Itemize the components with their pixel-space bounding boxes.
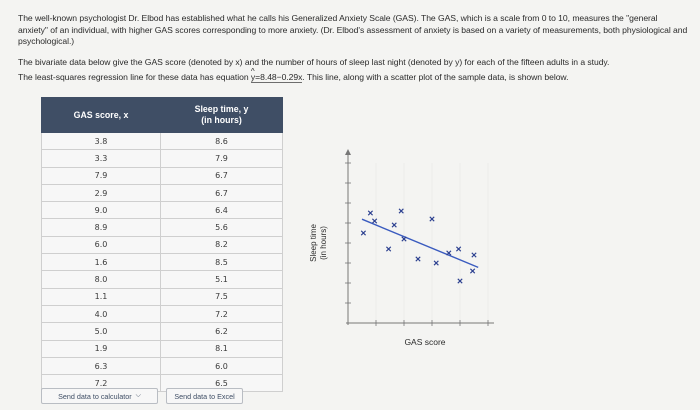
gas-score-cell: 3.8 xyxy=(41,131,161,151)
table-row: 8.9 5.6 xyxy=(41,218,283,237)
data-point xyxy=(470,268,476,274)
sleep-time-cell: 5.1 xyxy=(160,270,283,289)
sleep-time-cell: 6.0 xyxy=(160,356,283,376)
table-row: 8.0 5.1 xyxy=(41,270,283,289)
y-axis-arrow-icon xyxy=(345,149,351,155)
sleep-time-cell: 7.9 xyxy=(160,149,283,168)
gas-score-cell: 6.0 xyxy=(41,235,161,255)
data-point xyxy=(401,236,407,242)
table-row: 3.8 8.6 xyxy=(41,131,283,151)
regression-line xyxy=(361,218,479,268)
data-point xyxy=(372,218,378,224)
table-header-row: GAS score, x Sleep time, y (in hours) xyxy=(41,97,283,133)
table-row: 1.6 8.5 xyxy=(41,253,283,272)
table-row: 7.2 6.5 xyxy=(41,374,283,393)
gas-score-cell: 1.6 xyxy=(41,253,161,272)
gas-score-cell: 3.3 xyxy=(41,149,161,168)
sleep-time-cell: 7.2 xyxy=(160,304,283,324)
sleep-time-cell: 5.6 xyxy=(160,218,283,237)
gas-score-cell: 5.0 xyxy=(41,322,161,341)
data-point xyxy=(457,278,463,284)
send-to-calculator-button[interactable]: Send data to calculator ⌵ xyxy=(41,388,158,404)
gas-score-cell: 8.0 xyxy=(41,270,161,289)
sleep-time-cell: 6.2 xyxy=(160,322,283,341)
send-to-excel-button[interactable]: Send data to Excel xyxy=(166,388,243,404)
data-points xyxy=(360,208,477,284)
data-point xyxy=(446,250,452,256)
sleep-time-cell: 8.2 xyxy=(160,235,283,255)
table-row: 2.9 6.7 xyxy=(41,183,283,203)
table-row: 1.9 8.1 xyxy=(41,339,283,358)
send-to-calculator-label: Send data to calculator xyxy=(58,391,132,401)
data-description: The bivariate data below give the GAS sc… xyxy=(18,57,610,67)
hat-mark: ^ xyxy=(250,67,255,76)
x-axis-label: GAS score xyxy=(404,337,445,347)
data-point xyxy=(367,210,373,216)
table-row: 4.0 7.2 xyxy=(41,304,283,324)
table-row: 3.3 7.9 xyxy=(41,149,283,168)
plot-grid xyxy=(345,162,489,326)
regression-text-start: The least-squares regression line for th… xyxy=(18,72,251,82)
sleep-time-header-line2: (in hours) xyxy=(201,115,242,125)
gas-score-cell: 9.0 xyxy=(41,201,161,220)
sleep-time-cell: 8.5 xyxy=(160,253,283,272)
chevron-down-icon: ⌵ xyxy=(135,392,141,399)
y-hat-symbol: ^ y xyxy=(250,67,256,84)
regression-description: The least-squares regression line for th… xyxy=(18,67,688,84)
sleep-time-cell: 6.7 xyxy=(160,183,283,203)
gas-score-cell: 8.9 xyxy=(41,218,161,237)
y-axis-label-line1: Sleep time xyxy=(309,224,318,262)
table-row: 5.0 6.2 xyxy=(41,322,283,341)
gas-score-cell: 7.2 xyxy=(41,374,161,393)
gas-score-cell: 1.1 xyxy=(41,287,161,306)
gas-score-header: GAS score, x xyxy=(41,97,161,133)
send-to-excel-label: Send data to Excel xyxy=(174,391,235,401)
sleep-time-cell: 7.5 xyxy=(160,287,283,306)
gas-score-cell: 6.3 xyxy=(41,356,161,376)
table-row: 6.0 8.2 xyxy=(41,235,283,255)
gas-score-cell: 4.0 xyxy=(41,304,161,324)
data-point xyxy=(360,230,366,236)
sleep-time-cell: 8.6 xyxy=(160,131,283,151)
data-point xyxy=(386,246,392,252)
regression-equation: ^ y=8.48−0.29x xyxy=(250,67,303,84)
data-point xyxy=(471,252,477,258)
data-point xyxy=(398,208,404,214)
sleep-time-cell: 6.5 xyxy=(160,374,283,393)
y-axis-label-line2: (in hours) xyxy=(319,226,328,260)
data-point xyxy=(415,256,421,262)
gas-score-cell: 2.9 xyxy=(41,183,161,203)
data-point xyxy=(456,246,462,252)
data-point xyxy=(433,260,439,266)
intro-paragraph: The well-known psychologist Dr. Elbod ha… xyxy=(18,13,688,46)
table-row: 9.0 6.4 xyxy=(41,201,283,220)
table-row: 7.9 6.7 xyxy=(41,166,283,185)
scatter-plot: Sleep time (in hours) GAS score xyxy=(309,149,494,347)
table-row: 1.1 7.5 xyxy=(41,287,283,306)
sleep-time-header: Sleep time, y (in hours) xyxy=(160,97,283,133)
table-row: 6.3 6.0 xyxy=(41,356,283,376)
sleep-time-cell: 6.7 xyxy=(160,166,283,185)
equation-text: =8.48−0.29x xyxy=(255,72,303,82)
gas-score-cell: 7.9 xyxy=(41,166,161,185)
gas-score-cell: 1.9 xyxy=(41,339,161,358)
sleep-time-cell: 6.4 xyxy=(160,201,283,220)
regression-text-end: . This line, along with a scatter plot o… xyxy=(302,72,569,82)
sleep-time-header-line1: Sleep time, y xyxy=(194,104,249,114)
data-table: GAS score, x Sleep time, y (in hours) 3.… xyxy=(41,97,283,393)
data-point xyxy=(429,216,435,222)
y-hat-letter: y xyxy=(250,72,256,82)
table-body: 3.8 8.6 3.3 7.9 7.9 6.7 2.9 6.7 9.0 6.4 8.9 5.6 6.0 8… xyxy=(41,131,283,393)
sleep-time-cell: 8.1 xyxy=(160,339,283,358)
data-point xyxy=(391,222,397,228)
